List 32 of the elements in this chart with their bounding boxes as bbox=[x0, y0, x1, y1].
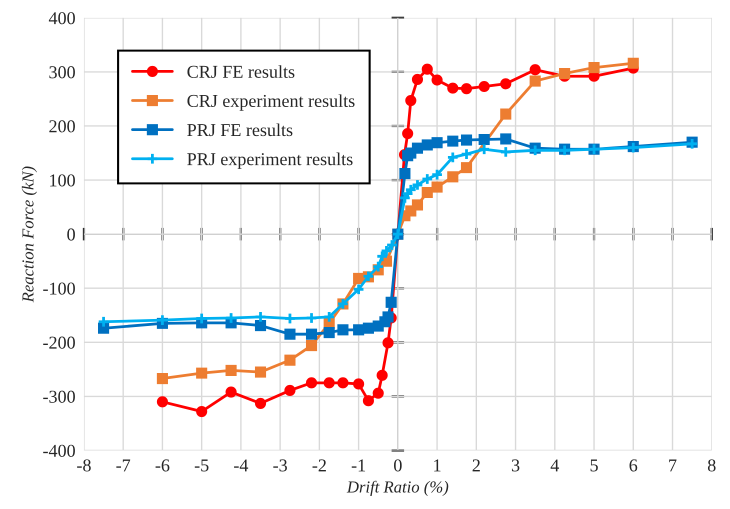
legend-label: PRJ FE results bbox=[187, 123, 292, 136]
x-tick-label: -3 bbox=[273, 459, 287, 472]
x-tick-label: 7 bbox=[669, 460, 677, 472]
x-tick-label: 0 bbox=[394, 459, 402, 472]
x-tick-label: 6 bbox=[630, 459, 638, 472]
y-tick-label: 400 bbox=[48, 12, 75, 24]
x-tick-label: 8 bbox=[708, 459, 716, 472]
x-tick-label: -5 bbox=[194, 460, 208, 472]
x-tick-label: -6 bbox=[156, 459, 170, 472]
x-tick-label: -7 bbox=[116, 460, 130, 472]
legend-label: CRJ FE results bbox=[187, 65, 294, 78]
y-tick-label: 200 bbox=[49, 120, 75, 132]
y-tick-label: -300 bbox=[43, 390, 75, 403]
x-tick-label: -8 bbox=[77, 459, 91, 472]
y-tick-label: -400 bbox=[43, 444, 75, 457]
y-tick-label: -200 bbox=[43, 336, 75, 349]
x-tick-label: 3 bbox=[512, 459, 520, 472]
y-tick-label: 100 bbox=[50, 174, 75, 186]
y-tick-label: 0 bbox=[67, 228, 75, 241]
x-tick-label: -1 bbox=[352, 459, 366, 472]
x-tick-label: -2 bbox=[312, 459, 326, 472]
x-axis-title: Drift Ratio (%) bbox=[346, 480, 448, 496]
legend-label: PRJ experiment results bbox=[187, 152, 353, 169]
x-tick-label: 5 bbox=[590, 460, 598, 472]
x-tick-label: 1 bbox=[434, 459, 441, 472]
x-tick-label: 4 bbox=[550, 459, 560, 472]
y-axis-title: Reaction Force (kN) bbox=[22, 166, 37, 302]
x-tick-label: 2 bbox=[472, 459, 480, 472]
y-tick-label: 300 bbox=[49, 66, 75, 78]
y-tick-label: -100 bbox=[43, 282, 75, 295]
legend-label: CRJ experiment results bbox=[187, 94, 355, 111]
x-tick-label: -4 bbox=[234, 459, 248, 472]
